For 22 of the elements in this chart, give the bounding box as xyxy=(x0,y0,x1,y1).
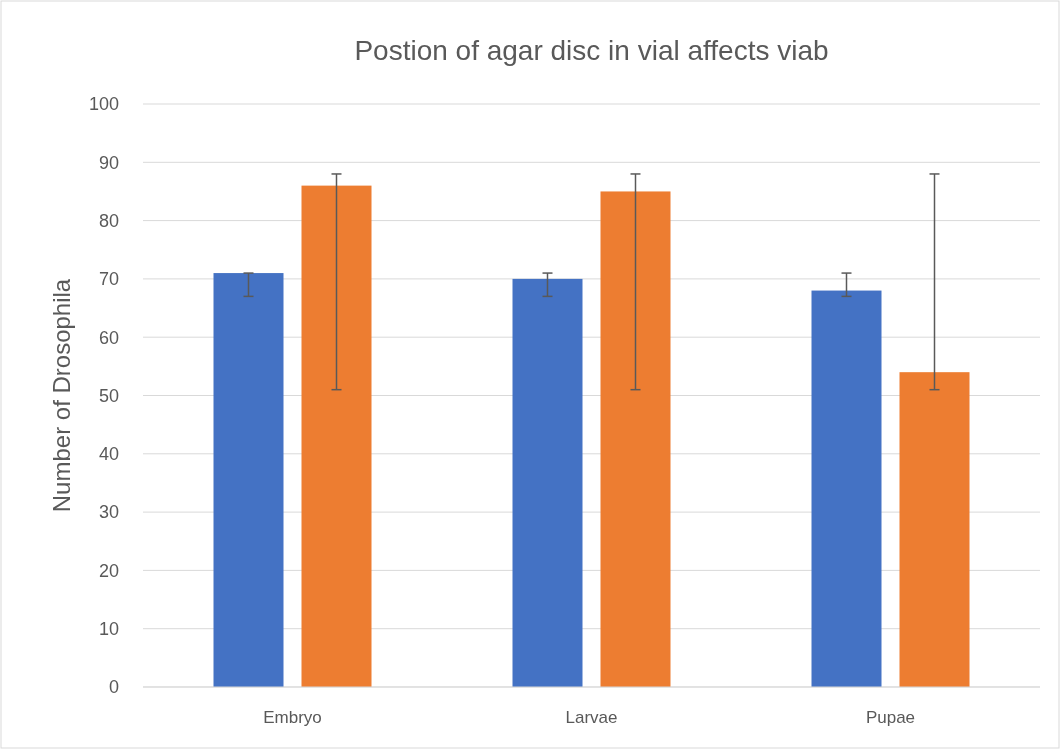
bar xyxy=(213,273,284,687)
y-tick-label: 80 xyxy=(98,210,119,231)
x-tick-label: Embryo xyxy=(263,708,322,727)
bar xyxy=(301,185,372,687)
y-tick-label: 40 xyxy=(98,444,119,465)
y-tick-label: 10 xyxy=(98,619,119,639)
y-tick-label: 30 xyxy=(98,502,119,523)
y-tick-label: 90 xyxy=(98,152,119,173)
bar xyxy=(600,191,671,687)
y-tick-label: 60 xyxy=(98,327,119,348)
bar xyxy=(811,290,882,687)
chart-title: Postion of agar disc in vial affects viab xyxy=(354,35,829,66)
y-tick-label: 20 xyxy=(98,560,119,581)
bar xyxy=(899,372,970,687)
bar xyxy=(512,278,583,687)
y-tick-label: 70 xyxy=(98,269,119,290)
y-tick-label: 50 xyxy=(98,385,119,406)
y-tick-label: 100 xyxy=(88,94,119,115)
y-tick-label: 0 xyxy=(108,677,119,698)
x-tick-label: Larvae xyxy=(565,708,618,727)
y-axis-title: Number of Drosophila xyxy=(48,278,75,513)
x-tick-label: Pupae xyxy=(865,708,916,727)
